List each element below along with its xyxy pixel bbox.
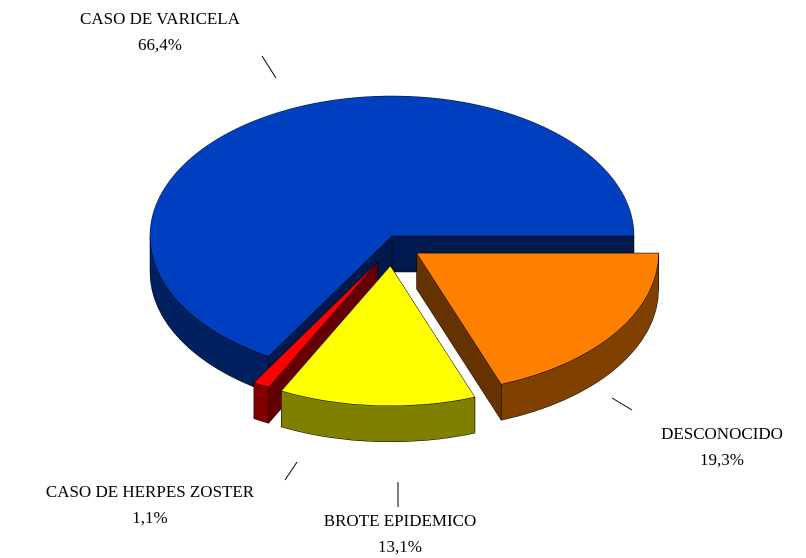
slice-label: CASO DE HERPES ZOSTER	[46, 482, 255, 501]
slice-value-label: 13,1%	[378, 537, 422, 556]
pie	[149, 95, 659, 443]
slice	[416, 252, 659, 385]
slice	[149, 95, 635, 357]
slice-label: DESCONOCIDO	[661, 424, 783, 443]
slice-value-label: 66,4%	[138, 35, 182, 54]
slice-label: BROTE EPIDEMICO	[324, 511, 477, 530]
slice	[280, 265, 476, 407]
leader-line	[284, 461, 298, 481]
slice	[253, 262, 378, 388]
leader-line	[611, 397, 633, 411]
slice-label: CASO DE VARICELA	[80, 9, 241, 28]
labels: DESCONOCIDO 19,3% BROTE EPIDEMICO 13,1% CASO…	[46, 9, 783, 556]
slice-value-label: 1,1%	[132, 508, 167, 527]
slice-side	[253, 382, 269, 424]
slice-value-label: 19,3%	[700, 450, 744, 469]
leader-line	[261, 55, 277, 79]
